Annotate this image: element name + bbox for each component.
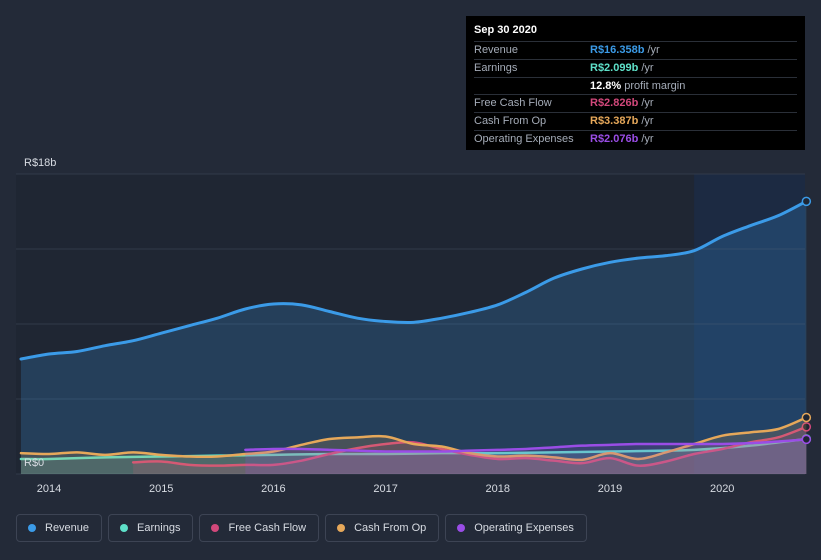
legend-dot-icon [28, 524, 36, 532]
legend-item-free-cash-flow[interactable]: Free Cash Flow [199, 514, 320, 542]
tooltip-row: Operating Expenses R$2.076b/yr [474, 131, 797, 148]
tooltip-row: 12.8% profit margin [474, 78, 797, 96]
y-tick-label-min: R$0 [24, 457, 44, 469]
free-cash-flow-area [133, 426, 807, 474]
free-cash-flow-endpoint-marker [801, 422, 812, 432]
cash-from-op-endpoint-marker [801, 412, 812, 423]
tooltip-row-value: R$16.358b [590, 44, 645, 56]
tooltip-row: Free Cash Flow R$2.826b/yr [474, 95, 797, 114]
tooltip-row-value: R$2.099b [590, 61, 639, 74]
legend-dot-icon [211, 524, 220, 532]
data-tooltip: Sep 30 2020 Revenue R$16.358b/yr Earnings R… [466, 16, 805, 150]
tooltip-row-unit: /yr [641, 97, 654, 110]
legend-label: Operating Expenses [474, 522, 574, 534]
tooltip-row: Revenue R$16.358b/yr [474, 42, 797, 60]
tooltip-row: Earnings R$2.099b/yr [474, 60, 797, 78]
revenue-line [19, 199, 808, 361]
y-tick-label-max: R$18b [24, 157, 56, 169]
legend-item-operating-expenses[interactable]: Operating Expenses [445, 514, 587, 542]
legend-item-cash-from-op[interactable]: Cash From Op [325, 514, 440, 542]
cash-from-op-line [19, 416, 808, 462]
legend-dot-icon [120, 524, 129, 532]
x-tick-label: 2016 [261, 483, 285, 495]
tooltip-row-unit: /yr [641, 115, 654, 128]
legend-label: Cash From Op [354, 522, 427, 534]
operating-expenses-endpoint-marker [801, 434, 812, 445]
x-tick-label: 2020 [710, 483, 734, 495]
revenue-endpoint-marker [801, 196, 812, 207]
legend-dot-icon [337, 524, 346, 532]
tooltip-row-label: Revenue [474, 44, 519, 56]
tooltip-row-value: 12.8% [590, 79, 622, 92]
tooltip-row-unit: /yr [647, 44, 660, 56]
x-tick-label: 2014 [37, 483, 61, 495]
legend-dot-icon [457, 524, 466, 532]
cash-from-op-area [20, 417, 807, 474]
tooltip-row-label [474, 78, 590, 95]
revenue-area [20, 201, 807, 475]
tooltip-row-value: R$3.387b [590, 115, 639, 128]
legend-label: Earnings [137, 522, 181, 534]
tooltip-date: Sep 30 2020 [474, 24, 797, 42]
operating-expenses-line [244, 438, 808, 453]
operating-expenses-area [245, 439, 807, 474]
tooltip-row-label: Cash From Op [474, 115, 547, 128]
legend-item-earnings[interactable]: Earnings [108, 514, 194, 542]
tooltip-row-label: Operating Expenses [474, 132, 574, 145]
tooltip-row-unit: /yr [641, 61, 654, 74]
tooltip-row: Cash From Op R$3.387b/yr [474, 113, 797, 131]
tooltip-row-unit: /yr [641, 132, 654, 145]
legend-label: Free Cash Flow [228, 522, 307, 534]
x-tick-label: 2015 [149, 483, 173, 495]
tooltip-row-label: Free Cash Flow [474, 97, 552, 110]
x-tick-label: 2019 [598, 483, 622, 495]
tooltip-row-value: R$2.826b [590, 97, 639, 110]
tooltip-row-value: R$2.076b [590, 132, 639, 145]
tooltip-row-label: Earnings [474, 61, 518, 74]
tooltip-row-unit: profit margin [624, 79, 686, 92]
legend-item-revenue[interactable]: Revenue [16, 514, 103, 542]
x-tick-label: 2018 [486, 483, 510, 495]
free-cash-flow-line [131, 425, 808, 467]
chart-legend: Revenue Earnings Free Cash Flow Cash From O… [16, 514, 587, 542]
legend-label: Revenue [45, 522, 90, 534]
x-tick-label: 2017 [373, 483, 397, 495]
